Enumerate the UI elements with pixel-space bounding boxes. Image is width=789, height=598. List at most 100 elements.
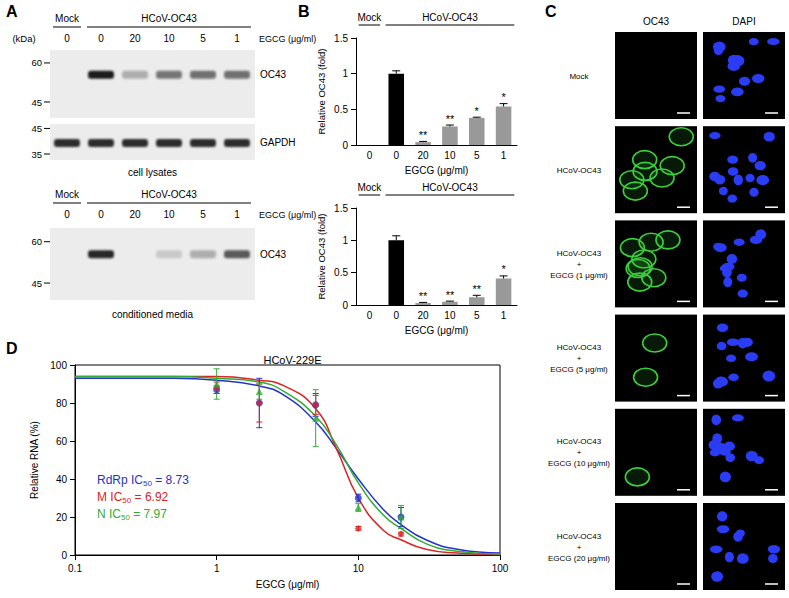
svg-text:10: 10 bbox=[163, 33, 175, 44]
svg-text:= 8.73: = 8.73 bbox=[152, 473, 189, 487]
svg-text:OC43: OC43 bbox=[260, 249, 287, 260]
svg-text:OC43: OC43 bbox=[260, 69, 287, 80]
svg-text:N IC: N IC bbox=[97, 507, 121, 521]
svg-text:B: B bbox=[298, 3, 310, 20]
svg-text:1: 1 bbox=[342, 235, 348, 246]
svg-text:45: 45 bbox=[31, 97, 42, 108]
svg-text:HCoV-OC43: HCoV-OC43 bbox=[557, 249, 602, 258]
svg-text:1: 1 bbox=[234, 33, 240, 44]
svg-text:0: 0 bbox=[98, 33, 104, 44]
svg-text:Mock: Mock bbox=[569, 72, 589, 81]
svg-text:M IC: M IC bbox=[97, 490, 123, 504]
svg-text:Mock: Mock bbox=[55, 13, 80, 24]
svg-text:5: 5 bbox=[474, 310, 480, 321]
svg-text:*: * bbox=[501, 91, 506, 103]
svg-text:0: 0 bbox=[64, 33, 70, 44]
svg-text:10: 10 bbox=[163, 209, 175, 220]
svg-text:5: 5 bbox=[200, 33, 206, 44]
svg-text:conditioned media: conditioned media bbox=[112, 309, 194, 320]
svg-text:20: 20 bbox=[129, 209, 141, 220]
svg-text:C: C bbox=[545, 3, 557, 20]
svg-text:0: 0 bbox=[367, 310, 373, 321]
svg-text:0: 0 bbox=[393, 150, 399, 161]
svg-text:Mock: Mock bbox=[55, 189, 80, 200]
svg-text:EGCG (10 μg/ml): EGCG (10 μg/ml) bbox=[548, 459, 610, 468]
svg-text:OC43: OC43 bbox=[643, 16, 670, 27]
svg-text:10: 10 bbox=[353, 563, 365, 574]
svg-text:20: 20 bbox=[129, 33, 141, 44]
svg-text:D: D bbox=[6, 340, 18, 357]
svg-text:0.1: 0.1 bbox=[68, 563, 82, 574]
svg-text:1: 1 bbox=[342, 68, 348, 79]
svg-text:Relative RNA (%): Relative RNA (%) bbox=[29, 421, 40, 499]
svg-text:0.5: 0.5 bbox=[334, 267, 348, 278]
svg-text:1: 1 bbox=[501, 150, 507, 161]
svg-text:+: + bbox=[577, 543, 582, 552]
svg-text:0: 0 bbox=[64, 209, 70, 220]
svg-text:0: 0 bbox=[342, 300, 348, 311]
svg-text:0: 0 bbox=[61, 550, 67, 561]
svg-text:0.5: 0.5 bbox=[334, 104, 348, 115]
svg-text:+: + bbox=[577, 354, 582, 363]
svg-text:1: 1 bbox=[214, 563, 220, 574]
svg-text:GAPDH: GAPDH bbox=[260, 137, 296, 148]
svg-text:20: 20 bbox=[56, 512, 68, 523]
svg-text:0: 0 bbox=[393, 310, 399, 321]
svg-text:20: 20 bbox=[418, 310, 430, 321]
svg-text:cell lysates: cell lysates bbox=[128, 167, 177, 178]
svg-text:EGCG (μg/ml): EGCG (μg/ml) bbox=[259, 34, 316, 44]
svg-text:40: 40 bbox=[56, 474, 68, 485]
svg-text:10: 10 bbox=[444, 150, 456, 161]
svg-text:100: 100 bbox=[492, 563, 509, 574]
svg-text:HCoV-OC43: HCoV-OC43 bbox=[141, 13, 197, 24]
svg-text:= 7.97: = 7.97 bbox=[130, 507, 167, 521]
svg-text:(kDa): (kDa) bbox=[12, 33, 35, 44]
svg-text:1: 1 bbox=[234, 209, 240, 220]
svg-text:EGCG (μg/ml): EGCG (μg/ml) bbox=[256, 579, 320, 590]
svg-text:EGCG (5 μg/ml): EGCG (5 μg/ml) bbox=[550, 365, 608, 374]
svg-text:HCoV-OC43: HCoV-OC43 bbox=[557, 166, 602, 175]
svg-text:EGCG (μg/ml): EGCG (μg/ml) bbox=[405, 325, 469, 336]
svg-text:35: 35 bbox=[31, 149, 42, 160]
svg-text:DAPI: DAPI bbox=[732, 16, 755, 27]
svg-text:5: 5 bbox=[474, 150, 480, 161]
svg-text:HCoV-OC43: HCoV-OC43 bbox=[422, 182, 478, 193]
svg-text:= 6.92: = 6.92 bbox=[131, 490, 168, 504]
svg-text:100: 100 bbox=[50, 360, 67, 371]
svg-text:1.5: 1.5 bbox=[334, 33, 348, 44]
svg-text:EGCG (μg/ml): EGCG (μg/ml) bbox=[405, 165, 469, 176]
svg-text:**: ** bbox=[446, 113, 455, 125]
svg-text:**: ** bbox=[419, 290, 428, 302]
svg-text:45: 45 bbox=[31, 123, 42, 134]
svg-text:A: A bbox=[6, 3, 18, 20]
svg-text:0: 0 bbox=[98, 209, 104, 220]
svg-text:60: 60 bbox=[56, 436, 68, 447]
svg-text:+: + bbox=[577, 260, 582, 269]
svg-text:HCoV-229E: HCoV-229E bbox=[263, 354, 321, 366]
svg-text:+: + bbox=[577, 448, 582, 457]
svg-text:HCoV-OC43: HCoV-OC43 bbox=[557, 532, 602, 541]
svg-text:EGCG (20 μg/ml): EGCG (20 μg/ml) bbox=[548, 554, 610, 563]
svg-text:EGCG (μg/ml): EGCG (μg/ml) bbox=[259, 210, 316, 220]
svg-text:1: 1 bbox=[501, 310, 507, 321]
svg-text:HCoV-OC43: HCoV-OC43 bbox=[557, 343, 602, 352]
svg-text:Relative OC43 (fold): Relative OC43 (fold) bbox=[316, 48, 327, 134]
svg-text:60: 60 bbox=[31, 57, 42, 68]
svg-text:Relative OC43 (fold): Relative OC43 (fold) bbox=[316, 213, 327, 299]
svg-text:**: ** bbox=[472, 283, 481, 295]
svg-text:0: 0 bbox=[367, 150, 373, 161]
svg-text:*: * bbox=[501, 263, 506, 275]
svg-text:80: 80 bbox=[56, 398, 68, 409]
svg-text:20: 20 bbox=[418, 150, 430, 161]
svg-text:Mock: Mock bbox=[357, 12, 382, 23]
svg-text:*: * bbox=[475, 105, 480, 117]
svg-text:10: 10 bbox=[444, 310, 456, 321]
svg-text:5: 5 bbox=[200, 209, 206, 220]
svg-text:60: 60 bbox=[31, 236, 42, 247]
svg-text:0: 0 bbox=[342, 140, 348, 151]
svg-text:HCoV-OC43: HCoV-OC43 bbox=[422, 12, 478, 23]
svg-text:RdRp IC: RdRp IC bbox=[97, 473, 143, 487]
svg-text:1.5: 1.5 bbox=[334, 203, 348, 214]
svg-text:**: ** bbox=[419, 129, 428, 141]
svg-text:EGCG (1 μg/ml): EGCG (1 μg/ml) bbox=[550, 271, 608, 280]
